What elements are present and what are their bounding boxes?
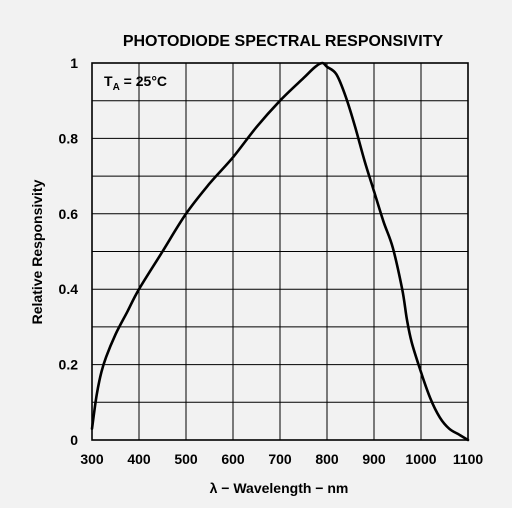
chart-title: PHOTODIODE SPECTRAL RESPONSIVITY [123, 33, 444, 50]
y-tick-label: 0.6 [59, 206, 79, 222]
plot-frame [91, 62, 469, 441]
y-tick-label: 0 [70, 432, 78, 448]
y-tick-label: 1 [70, 55, 78, 71]
x-tick-label: 700 [268, 451, 292, 467]
y-tick-label: 0.4 [59, 281, 79, 297]
y-tick-labels: 0 0.2 0.4 0.6 0.8 1 [59, 55, 79, 448]
series-line [90, 61, 470, 442]
x-tick-label: 800 [315, 451, 339, 467]
y-tick-label: 0.2 [59, 357, 79, 373]
x-tick-label: 900 [362, 451, 386, 467]
y-tick-label: 0.8 [59, 130, 79, 146]
x-tick-label: 1100 [453, 451, 484, 467]
x-axis-label: λ − Wavelength − nm [210, 480, 349, 496]
annotation-main: T [104, 73, 113, 89]
annotation-sub: A [113, 82, 120, 93]
annotation-rest: = 25°C [120, 73, 167, 89]
temperature-annotation: TA = 25°C [104, 73, 167, 93]
x-tick-label: 1000 [405, 451, 436, 467]
x-tick-labels: 300 400 500 600 700 800 900 1000 1100 [80, 451, 483, 467]
x-tick-label: 600 [221, 451, 245, 467]
x-tick-label: 400 [127, 451, 151, 467]
y-axis-label: Relative Responsivity [29, 179, 45, 324]
x-tick-label: 300 [80, 451, 104, 467]
x-tick-label: 500 [174, 451, 198, 467]
